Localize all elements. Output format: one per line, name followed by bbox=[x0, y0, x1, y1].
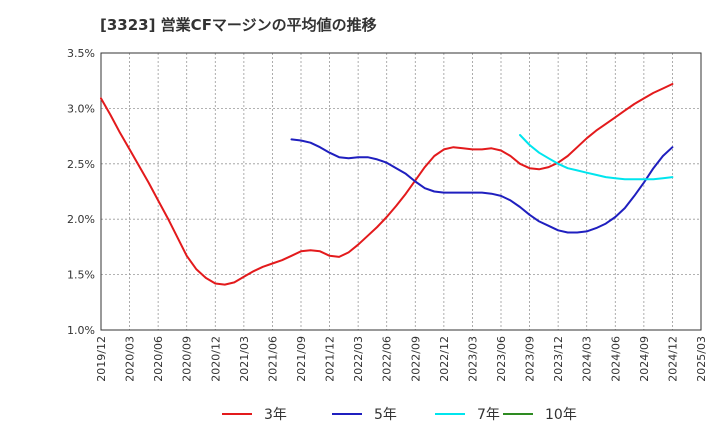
series-lines bbox=[100, 83, 674, 286]
x-tick-label: 2020/03 bbox=[124, 336, 137, 382]
y-tick-label: 3.0% bbox=[67, 102, 95, 115]
legend: 3年 5年 7年 10年 bbox=[222, 407, 577, 423]
legend-label: 3年 bbox=[264, 407, 287, 423]
x-tick-label: 2021/09 bbox=[295, 336, 308, 382]
y-tick-label: 1.5% bbox=[67, 269, 95, 282]
x-tick-label: 2022/09 bbox=[409, 336, 422, 382]
x-tick-label: 2021/03 bbox=[238, 336, 251, 382]
y-tick-label: 2.5% bbox=[67, 158, 95, 171]
chart-title: [3323] 営業CFマージンの平均値の推移 bbox=[100, 16, 377, 34]
x-tick-label: 2020/09 bbox=[181, 336, 194, 382]
y-axis: 1.0% 1.5% 2.0% 2.5% 3.0% 3.5% bbox=[67, 47, 95, 337]
x-tick-label: 2021/06 bbox=[266, 336, 279, 382]
x-tick-label: 2021/12 bbox=[324, 336, 337, 382]
series-line-7年 bbox=[519, 134, 674, 181]
x-tick-label: 2024/12 bbox=[666, 336, 679, 382]
x-tick-label: 2025/03 bbox=[695, 336, 708, 382]
x-tick-label: 2023/12 bbox=[552, 336, 565, 382]
plot-frame bbox=[100, 52, 702, 331]
x-tick-label: 2023/09 bbox=[524, 336, 537, 382]
x-tick-label: 2022/06 bbox=[381, 336, 394, 382]
x-axis: 2019/12 2020/03 2020/06 2020/09 2020/12 2021/… bbox=[95, 336, 708, 382]
x-tick-label: 2022/12 bbox=[438, 336, 451, 382]
legend-label: 5年 bbox=[374, 407, 397, 423]
y-tick-label: 1.0% bbox=[67, 324, 95, 337]
x-tick-label: 2022/03 bbox=[352, 336, 365, 382]
x-tick-label: 2024/06 bbox=[609, 336, 622, 382]
legend-label: 7年 bbox=[477, 407, 500, 423]
x-tick-label: 2024/03 bbox=[581, 336, 594, 382]
series-line-3年 bbox=[100, 83, 674, 286]
x-tick-label: 2023/03 bbox=[466, 336, 479, 382]
x-tick-label: 2020/12 bbox=[209, 336, 222, 382]
x-tick-label: 2020/06 bbox=[152, 336, 165, 382]
legend-label: 10年 bbox=[545, 407, 577, 423]
x-tick-label: 2024/09 bbox=[638, 336, 651, 382]
grid bbox=[100, 52, 702, 331]
x-tick-label: 2019/12 bbox=[95, 336, 108, 382]
x-tick-label: 2023/06 bbox=[495, 336, 508, 382]
y-tick-label: 2.0% bbox=[67, 213, 95, 226]
series-line-5年 bbox=[290, 138, 674, 234]
y-tick-label: 3.5% bbox=[67, 47, 95, 60]
